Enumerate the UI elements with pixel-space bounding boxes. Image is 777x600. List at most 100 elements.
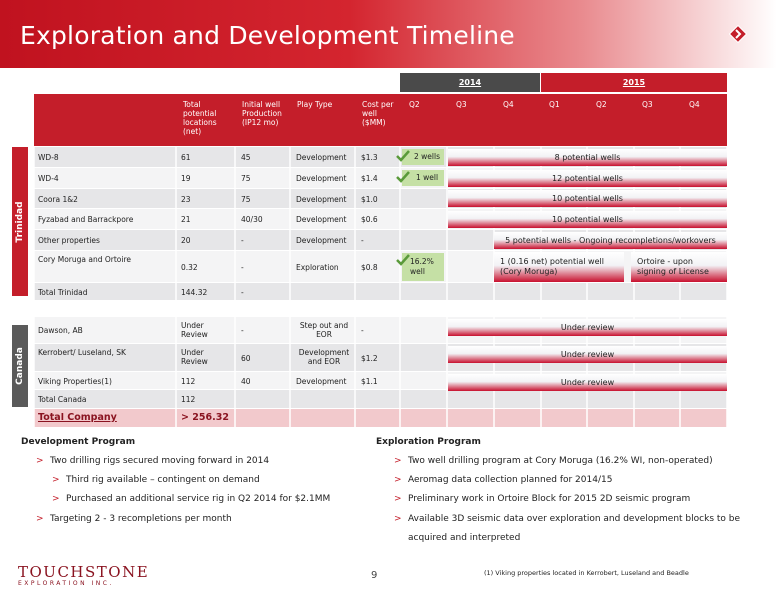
table-cell-ip: - [241,236,244,245]
table-cell-cost: $1.2 [361,354,378,363]
bullet-arrow-icon: > [394,456,402,466]
wd4-potential-bar: 12 potential wells [448,170,727,187]
coora-potential-bar: 10 potential wells [448,190,727,207]
table-cell-name: Viking Properties(1) [38,377,112,386]
table-cell-name: Other properties [38,236,100,245]
table-row [34,283,727,300]
table-cell-locations: > 256.32 [181,413,229,422]
page-title: Exploration and Development Timeline [20,21,515,50]
bullet-arrow-icon: > [36,514,44,524]
table-cell-locations: 144.32 [181,288,208,297]
exploration-item: > Available 3D seismic data over explorat… [394,514,741,524]
bullet-arrow-icon: > [394,494,402,504]
col-header-q2-2015: Q2 [596,100,607,109]
table-cell-name: WD-4 [38,174,59,183]
col-header-q3-2014: Q3 [456,100,467,109]
next-arrow-icon[interactable] [729,25,747,43]
wd8-potential-bar: 8 potential wells [448,149,727,166]
bullet-arrow-icon: > [394,475,402,485]
table-cell-play: Development [296,236,347,245]
table-cell-name: Kerrobert/ Luseland, SK [38,348,126,357]
exploration-item: > Two well drilling program at Cory Morug… [394,456,713,466]
development-item: > Purchased an additional service rig in … [52,494,331,504]
region-label-canada: Canada [12,325,28,407]
table-cell-name: Total Company [38,413,117,422]
dawson-review-bar: Under review [448,319,727,336]
bullet-arrow-icon: > [36,456,44,466]
footnote: (1) Viking properties located in Kerrobe… [484,569,689,577]
table-cell-cost: $1.0 [361,195,378,204]
table-cell-locations: 23 [181,195,191,204]
col-header-locations: Total potential locations (net) [183,100,217,136]
table-cell-ip: - [241,326,244,335]
year-2014-header: 2014 [400,73,540,92]
table-cell-ip: 60 [241,354,251,363]
cory-drilled-marker: 16.2% well [402,253,444,281]
table-cell-name: Dawson, AB [38,326,83,335]
col-header-play-type: Play Type [297,100,333,109]
table-row [34,390,727,408]
development-program-title: Development Program [21,437,136,447]
table-cell-locations: 20 [181,236,191,245]
table-cell-ip: - [241,263,244,272]
checkmark-icon [396,150,410,162]
checkmark-icon [396,171,410,183]
table-cell-locations: 19 [181,174,191,183]
cory-moruga-bar: 1 (0.16 net) potential well (Cory Moruga… [494,252,624,282]
touchstone-logo: TOUCHSTONE EXPLORATION INC. [18,563,150,587]
exploration-program-title: Exploration Program [376,437,481,447]
table-cell-play: Development [296,174,347,183]
table-cell-cost: $1.1 [361,377,378,386]
kerrobert-review-bar: Under review [448,346,727,363]
table-cell-cost: $0.8 [361,263,378,272]
col-header-initial-production: Initial well Production (IP12 mo) [242,100,282,127]
exploration-item: > Aeromag data collection planned for 201… [394,475,613,485]
table-cell-play: Development [296,195,347,204]
title-banner: Exploration and Development Timeline [0,0,777,68]
table-cell-ip: 75 [241,195,251,204]
table-cell-name: Fyzabad and Barrackpore [38,215,134,224]
col-header-q4-2015: Q4 [689,100,700,109]
table-cell-name: Coora 1&2 [38,195,78,204]
table-cell-play: Step out and EOR [299,321,349,339]
table-cell-locations: Under Review [181,348,208,366]
col-header-q1-2015: Q1 [549,100,560,109]
table-cell-cost: $1.4 [361,174,378,183]
table-cell-name: Cory Moruga and Ortoire [38,255,131,264]
table-cell-ip: 75 [241,174,251,183]
table-cell-ip: 45 [241,153,251,162]
table-cell-play: Exploration [296,263,339,272]
region-label-trinidad: Trinidad [12,147,28,296]
table-cell-name: WD-8 [38,153,59,162]
table-cell-ip: 40 [241,377,251,386]
development-item: > Targeting 2 - 3 recompletions per month [36,514,232,524]
bullet-arrow-icon: > [52,494,60,504]
table-cell-name: Total Trinidad [38,288,88,297]
exploration-item-continued: acquired and interpreted [408,533,521,543]
table-cell-locations: Under Review [181,321,208,339]
viking-review-bar: Under review [448,374,727,391]
table-cell-locations: 61 [181,153,191,162]
col-header-q4-2014: Q4 [503,100,514,109]
table-cell-play: Development [296,215,347,224]
bullet-arrow-icon: > [52,475,60,485]
table-cell-play: Development [296,153,347,162]
page-number: 9 [371,570,378,581]
col-header-q3-2015: Q3 [642,100,653,109]
table-cell-play: Development [296,377,347,386]
fyzabad-potential-bar: 10 potential wells [448,211,727,228]
development-item: > Two drilling rigs secured moving forwar… [36,456,270,466]
col-header-q2-2014: Q2 [409,100,420,109]
development-item: > Third rig available – contingent on dem… [52,475,260,485]
exploration-item: > Preliminary work in Ortoire Block for 2… [394,494,691,504]
wd8-drilled-marker: 2 wells [402,149,444,165]
table-cell-ip: - [241,288,244,297]
table-cell-play: Development and EOR [298,348,350,366]
table-cell-cost: $1.3 [361,153,378,162]
table-cell-locations: 21 [181,215,191,224]
table-cell-name: Total Canada [38,395,87,404]
table-row [34,409,727,427]
wd4-drilled-marker: 1 well [402,170,444,186]
other-properties-bar: 5 potential wells - Ongoing recompletion… [494,232,727,249]
table-cell-locations: 112 [181,377,196,386]
